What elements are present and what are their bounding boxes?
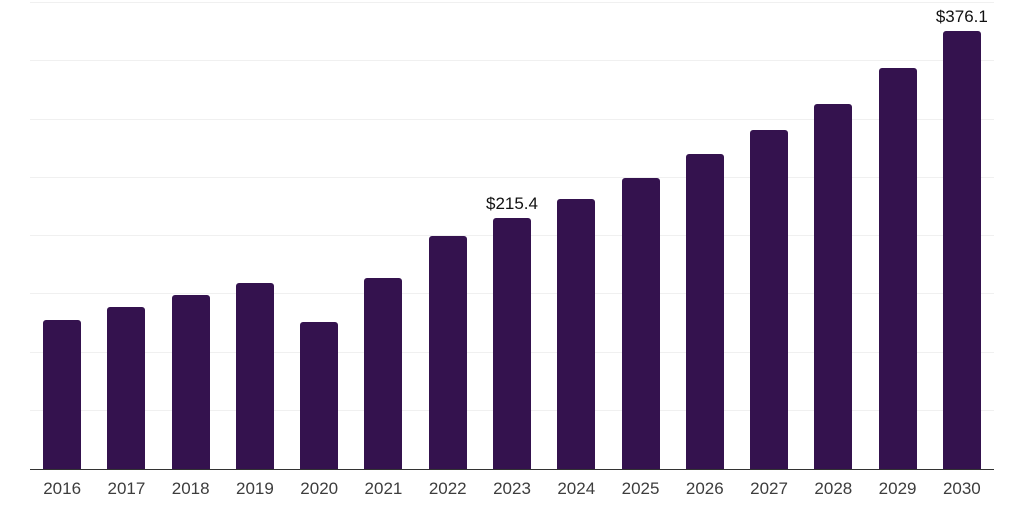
bar-column-2026 xyxy=(673,3,737,469)
x-tick-2022: 2022 xyxy=(428,479,467,498)
x-tick-2016: 2016 xyxy=(43,479,82,498)
bar-column-2025 xyxy=(608,3,672,469)
bar-column-2030: $376.1 xyxy=(930,3,994,469)
bar-column-2021 xyxy=(351,3,415,469)
bar-column-2023: $215.4 xyxy=(480,3,544,469)
bar-2028 xyxy=(814,104,853,469)
bar-column-2029 xyxy=(865,3,929,469)
x-tick-2018: 2018 xyxy=(171,479,210,498)
bar-value-label-2030: $376.1 xyxy=(935,6,988,26)
x-tick-2023: 2023 xyxy=(493,479,531,498)
bar-2030: $376.1 xyxy=(936,7,988,469)
bars-row: $215.4 $376.1 xyxy=(30,3,994,469)
x-tick-2025: 2025 xyxy=(621,479,660,498)
bar-column-2027 xyxy=(737,3,801,469)
bar-2019 xyxy=(235,282,274,469)
x-tick-2017: 2017 xyxy=(107,479,146,498)
bar-2024 xyxy=(557,198,596,469)
x-tick-2027: 2027 xyxy=(750,479,788,498)
bar-2027 xyxy=(750,130,789,469)
bar-value-label-2023: $215.4 xyxy=(485,194,538,214)
gridline-350 xyxy=(30,60,994,62)
x-tick-2030: 2030 xyxy=(942,479,981,498)
x-axis-labels: 2016 2017 2018 2019 2020 2021 2022 2023 2024 2025… xyxy=(30,479,994,499)
gridline-250 xyxy=(30,176,994,178)
bar-2021 xyxy=(364,277,403,469)
bar-2022 xyxy=(428,236,467,469)
x-tick-2028: 2028 xyxy=(814,479,853,498)
bar-column-2028 xyxy=(801,3,865,469)
bar-2017 xyxy=(107,307,146,469)
bar-column-2018 xyxy=(159,3,223,469)
bar-column-2019 xyxy=(223,3,287,469)
bar-chart: $215.4 $376.1 2016 2017 2018 2019 2020 2021 202… xyxy=(30,2,994,499)
bar-column-2016 xyxy=(30,3,94,469)
bar-2016 xyxy=(43,319,82,469)
plot-area: $215.4 $376.1 xyxy=(30,2,994,470)
x-tick-2029: 2029 xyxy=(878,479,917,498)
bar-2023: $215.4 xyxy=(486,194,538,469)
x-tick-2021: 2021 xyxy=(364,479,403,498)
bar-column-2024 xyxy=(544,3,608,469)
bar-column-2022 xyxy=(416,3,480,469)
bar-2026 xyxy=(685,154,724,469)
bar-2020 xyxy=(300,322,339,469)
bar-2029 xyxy=(878,68,917,469)
x-tick-2020: 2020 xyxy=(300,479,339,498)
bar-2025 xyxy=(621,177,660,469)
x-tick-2024: 2024 xyxy=(557,479,596,498)
gridline-400 xyxy=(30,2,994,3)
bar-column-2017 xyxy=(94,3,158,469)
bar-2018 xyxy=(171,295,210,469)
gridline-300 xyxy=(30,118,994,120)
bar-column-2020 xyxy=(287,3,351,469)
x-tick-2026: 2026 xyxy=(685,479,724,498)
x-tick-2019: 2019 xyxy=(236,479,274,498)
